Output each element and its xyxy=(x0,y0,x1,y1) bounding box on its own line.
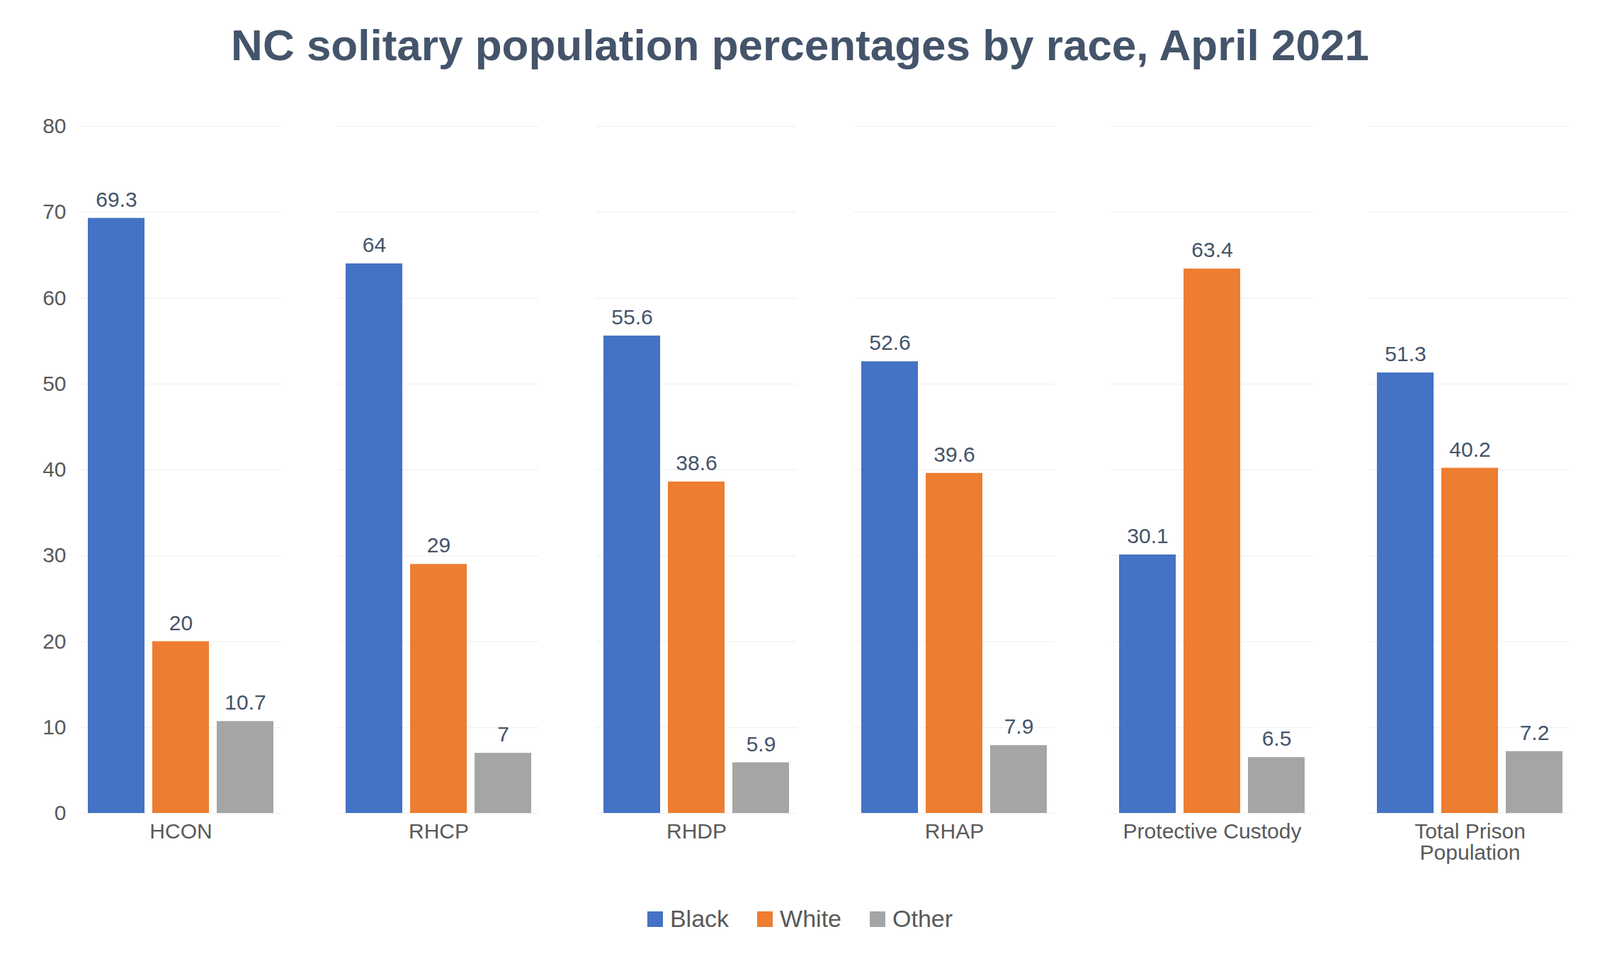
svg-text:RHDP: RHDP xyxy=(666,819,727,843)
svg-text:80: 80 xyxy=(42,114,66,138)
svg-text:0: 0 xyxy=(54,801,67,825)
svg-text:10: 10 xyxy=(42,715,66,739)
svg-text:30: 30 xyxy=(42,543,66,567)
html-text:Black: Black xyxy=(669,905,729,933)
svg-text:7.2: 7.2 xyxy=(1519,721,1550,745)
html-text:White: White xyxy=(779,905,842,933)
svg-text:63.4: 63.4 xyxy=(1191,237,1233,262)
svg-text:70: 70 xyxy=(42,199,66,224)
svg-text:Total PrisonPopulation: Total PrisonPopulation xyxy=(1414,819,1526,865)
svg-text:51.3: 51.3 xyxy=(1384,342,1426,366)
svg-text:7.9: 7.9 xyxy=(1004,714,1035,739)
svg-text:69.3: 69.3 xyxy=(95,187,137,212)
svg-text:64: 64 xyxy=(362,233,387,257)
svg-text:7: 7 xyxy=(497,722,510,746)
svg-text:38.6: 38.6 xyxy=(675,451,717,475)
svg-text:29: 29 xyxy=(427,533,451,557)
svg-text:40: 40 xyxy=(42,457,66,481)
html-text:NC solitary population percent: NC solitary population percentages by ra… xyxy=(230,20,1370,70)
svg-text:50: 50 xyxy=(42,371,66,396)
svg-text:Protective Custody: Protective Custody xyxy=(1123,819,1302,843)
svg-text:40.2: 40.2 xyxy=(1449,437,1491,462)
svg-text:60: 60 xyxy=(42,286,66,310)
svg-text:6.5: 6.5 xyxy=(1262,726,1292,751)
svg-text:RHCP: RHCP xyxy=(408,819,469,843)
svg-text:10.7: 10.7 xyxy=(224,690,266,714)
svg-text:39.6: 39.6 xyxy=(933,442,975,467)
svg-text:5.9: 5.9 xyxy=(746,732,777,756)
svg-text:RHAP: RHAP xyxy=(925,819,984,843)
svg-text:30.1: 30.1 xyxy=(1126,524,1168,548)
svg-text:HCON: HCON xyxy=(149,819,212,843)
svg-text:20: 20 xyxy=(42,629,66,654)
svg-text:55.6: 55.6 xyxy=(611,305,653,329)
svg-text:20: 20 xyxy=(169,611,193,635)
svg-text:52.6: 52.6 xyxy=(869,330,911,355)
html-text:Other: Other xyxy=(892,905,953,933)
